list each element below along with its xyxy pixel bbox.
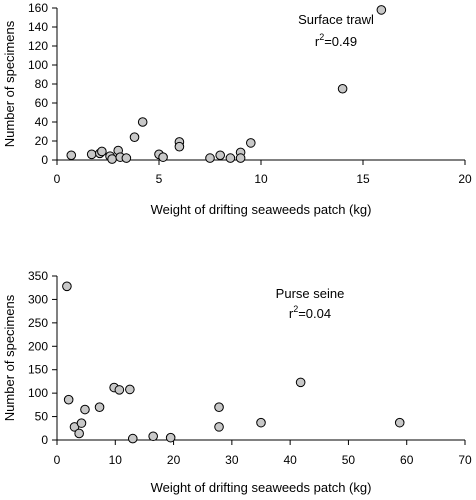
method-annotation: Surface trawl [298,12,374,27]
data-point [295,377,306,388]
y-tick-label: 300 [28,292,48,306]
data-point [235,153,246,163]
x-tick-label: 5 [156,172,163,186]
method-annotation: Purse seine [276,286,345,301]
r-squared-value: =0.04 [298,306,331,321]
r-squared-annotation: r2=0.49 [315,32,357,49]
x-tick-label: 10 [109,453,123,467]
y-tick-label: 50 [35,410,49,424]
y-tick-label: 160 [28,1,48,15]
data-point [215,150,225,161]
y-tick-label: 80 [35,77,49,91]
data-point [205,153,215,163]
data-point [125,384,135,395]
data-point [107,154,117,164]
x-axis-label: Weight of drifting seaweeds patch (kg) [151,202,372,217]
x-tick-label: 70 [458,453,472,467]
y-tick-label: 150 [28,363,48,377]
x-tick-label: 30 [225,453,239,467]
x-tick-label: 0 [54,172,61,186]
data-point [214,422,224,432]
data-point [376,5,387,15]
data-point [97,146,107,157]
data-point [76,418,87,428]
x-tick-label: 50 [342,453,356,467]
data-point [80,404,90,415]
x-tick-label: 40 [283,453,297,467]
r-superscript: 2 [293,304,298,314]
data-point [86,149,97,160]
x-tick-label: 0 [54,453,61,467]
y-axis-label: Number of specimens [2,20,17,147]
r-squared-annotation: r2=0.04 [289,304,331,321]
x-tick-label: 20 [458,172,472,186]
y-axis-label: Number of specimens [2,294,17,421]
data-point [214,402,224,413]
y-tick-label: 0 [41,433,48,447]
data-point [121,153,132,163]
data-point [225,153,236,163]
data-point [256,417,266,428]
data-point [394,417,405,428]
data-point [127,433,138,444]
data-point [62,281,72,292]
data-point [246,138,256,148]
r-superscript: 2 [319,32,324,42]
y-tick-label: 40 [35,115,49,129]
scatter-chart-surface-trawl: 0 5 10 15 20 0 20 40 60 80 100 120 140 160 Weight of d… [2,1,472,217]
data-point [94,402,105,413]
data-point [63,394,74,405]
y-tick-label: 350 [28,269,48,283]
data-point [137,117,148,127]
data-point [158,152,168,162]
y-tick-label: 100 [28,386,48,400]
y-tick-label: 250 [28,316,48,330]
data-point [148,431,158,442]
y-tick-label: 100 [28,58,48,72]
x-tick-label: 60 [400,453,414,467]
x-tick-label: 20 [167,453,181,467]
x-tick-label: 10 [254,172,268,186]
y-tick-label: 200 [28,339,48,353]
x-tick-label: 15 [356,172,370,186]
y-tick-label: 0 [41,153,48,167]
y-tick-label: 20 [35,134,49,148]
y-tick-label: 120 [28,39,48,53]
y-tick-label: 140 [28,20,48,34]
r-symbol: r [289,306,294,321]
scatter-chart-purse-seine: 0 10 20 30 40 50 60 70 0 50 100 150 200 250 300 350 Weig… [2,269,472,495]
y-tick-label: 60 [35,96,49,110]
r-squared-value: =0.49 [324,34,357,49]
data-point [114,385,125,395]
r-symbol: r [315,34,320,49]
data-point [129,132,140,142]
data-point [174,141,185,152]
data-point [74,428,84,439]
data-point [337,83,348,94]
x-axis-label: Weight of drifting seaweeds patch (kg) [151,480,372,495]
data-point [66,150,77,161]
data-point [165,432,176,443]
